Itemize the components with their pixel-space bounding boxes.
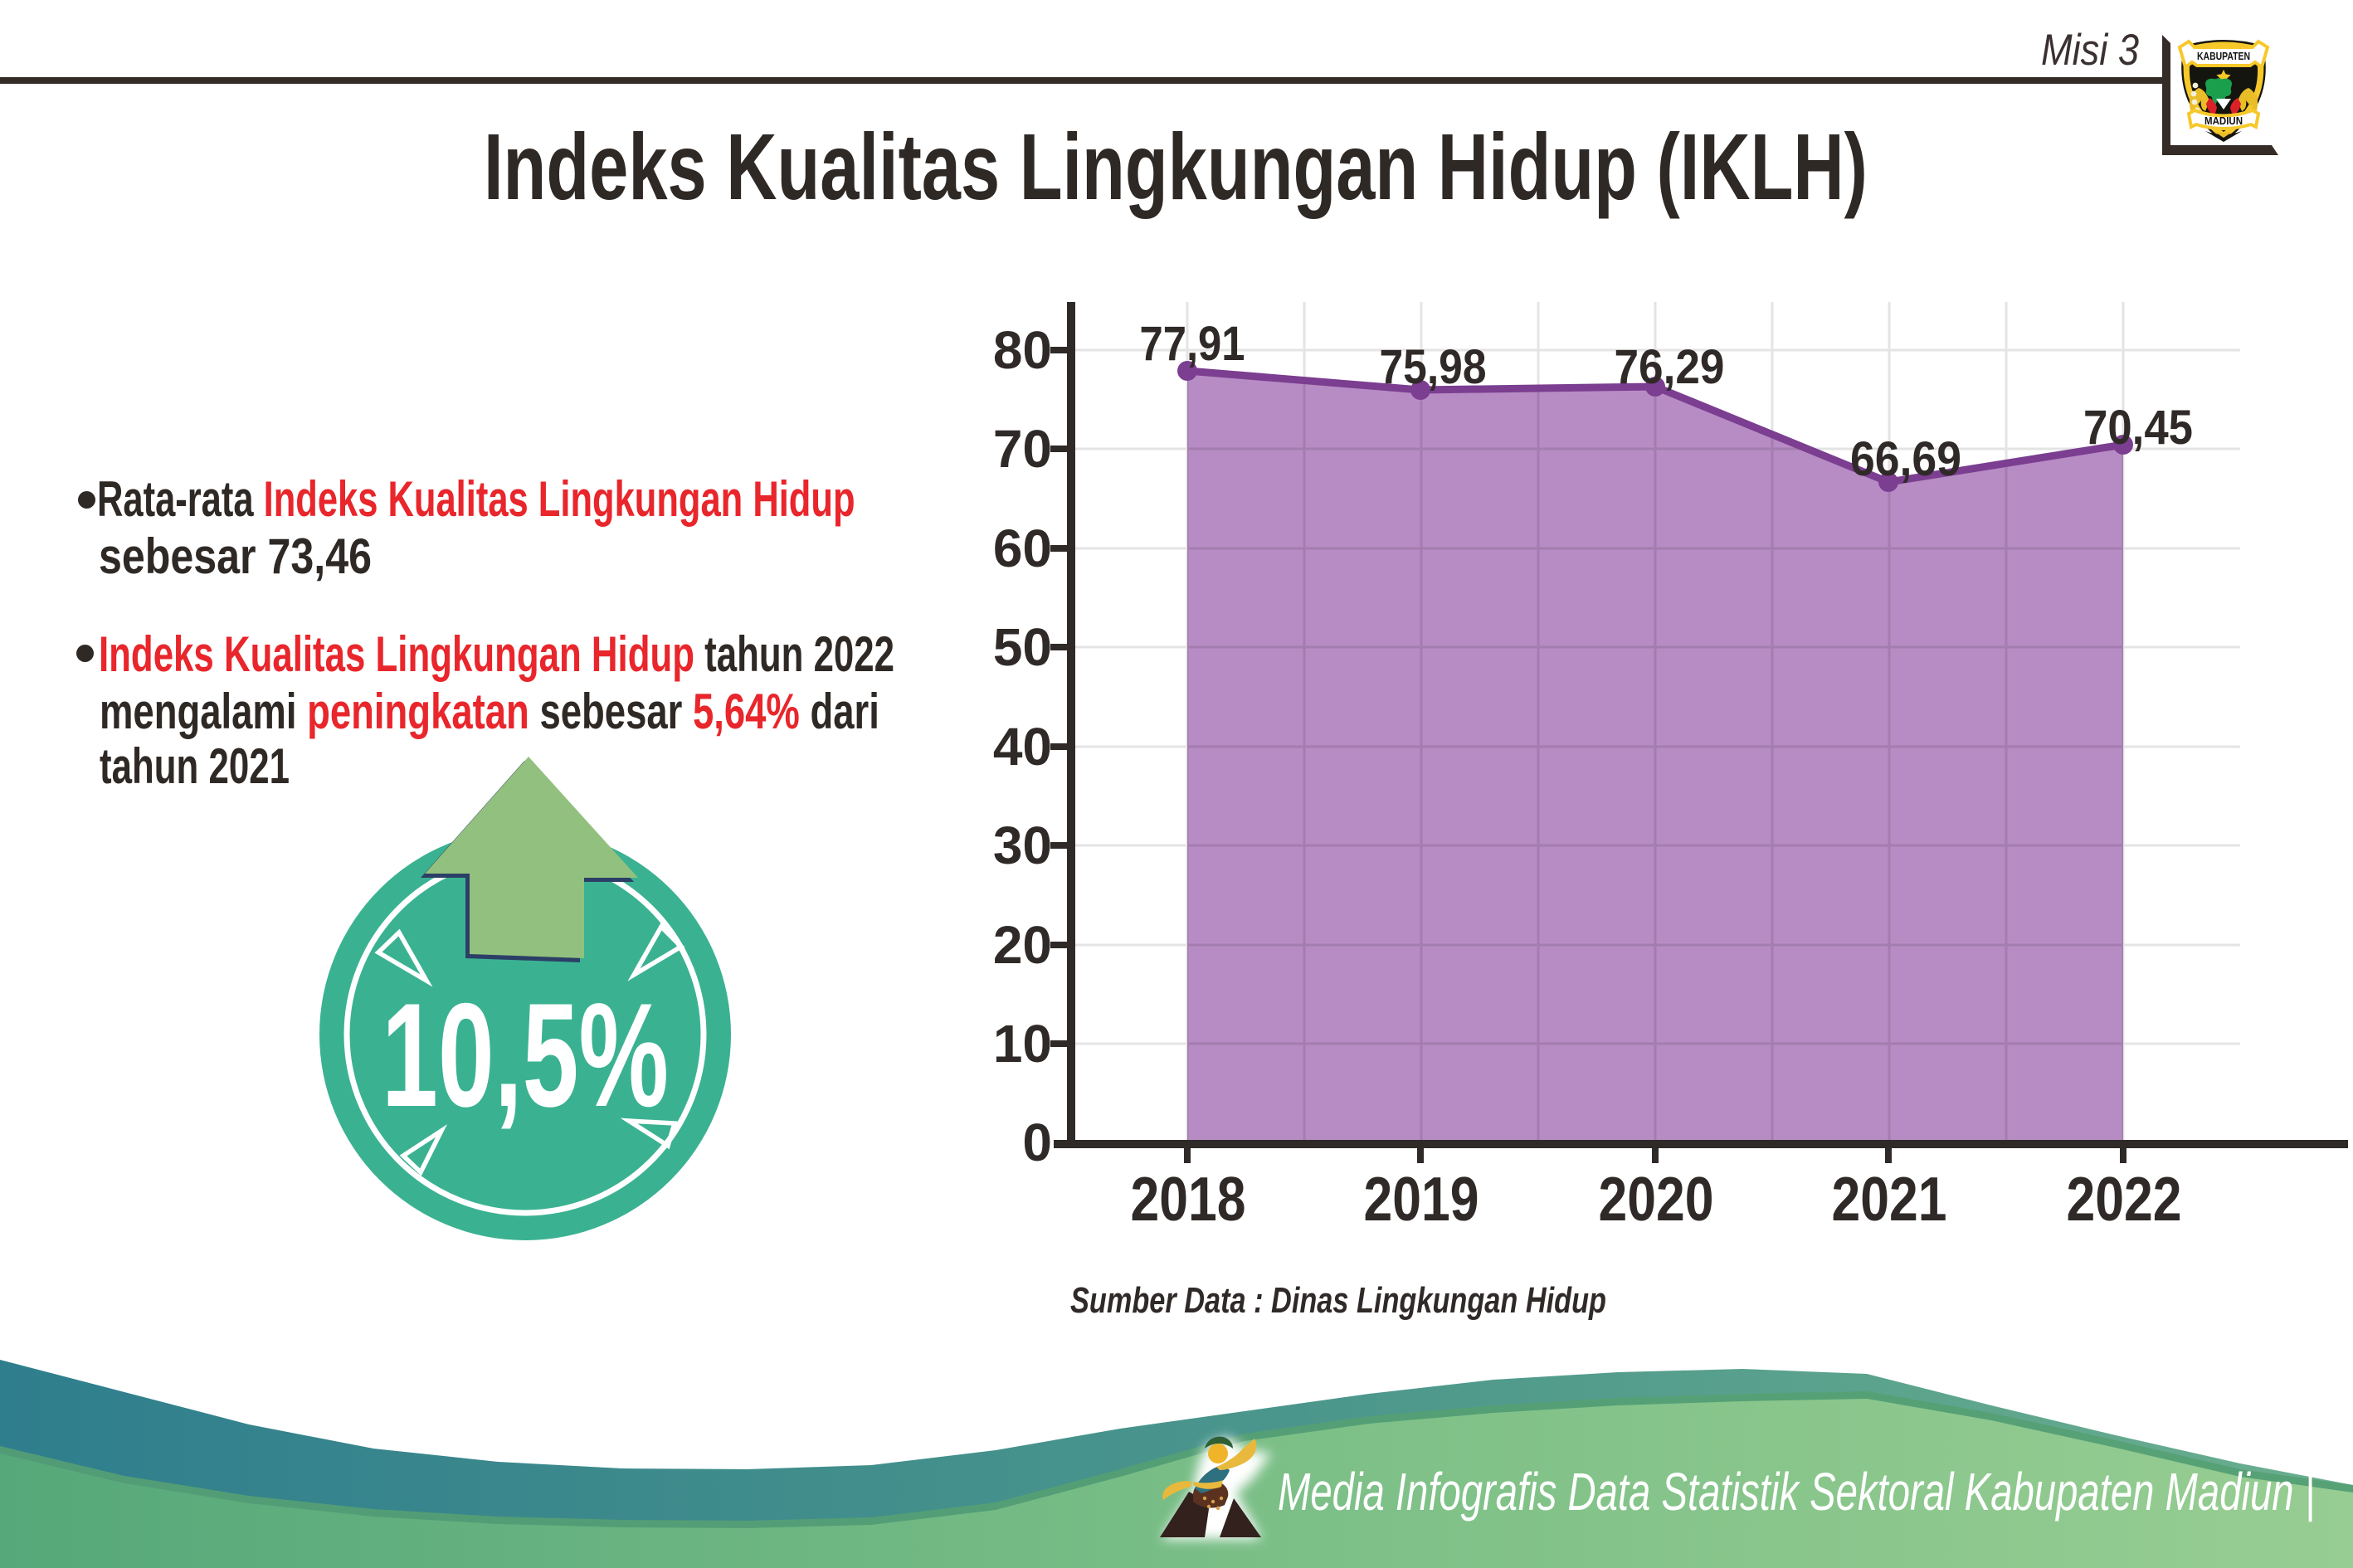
svg-text:80: 80 — [993, 320, 1052, 380]
svg-text:20: 20 — [993, 915, 1052, 975]
svg-text:10,5%: 10,5% — [382, 972, 669, 1137]
svg-text:70: 70 — [993, 419, 1052, 479]
svg-text:0: 0 — [1022, 1113, 1052, 1172]
svg-text:2018: 2018 — [1131, 1164, 1246, 1234]
svg-text:2019: 2019 — [1364, 1164, 1479, 1234]
svg-text:2020: 2020 — [1599, 1164, 1714, 1234]
svg-text:60: 60 — [993, 519, 1052, 578]
svg-text:70,45: 70,45 — [2083, 401, 2193, 455]
svg-text:66,69: 66,69 — [1850, 432, 1961, 486]
svg-text:KABUPATEN: KABUPATEN — [2197, 50, 2250, 62]
svg-text:76,29: 76,29 — [1615, 340, 1725, 394]
svg-text:10: 10 — [993, 1014, 1052, 1074]
svg-text:77,91: 77,91 — [1140, 317, 1245, 371]
svg-text:50: 50 — [993, 617, 1052, 677]
svg-text:2021: 2021 — [1832, 1164, 1947, 1234]
svg-text:Sumber Data : Dinas Lingkungan: Sumber Data : Dinas Lingkungan Hidup — [1070, 1280, 1606, 1321]
svg-text:30: 30 — [993, 816, 1052, 875]
svg-text:75,98: 75,98 — [1380, 340, 1487, 394]
svg-text:40: 40 — [993, 717, 1052, 777]
svg-text:2022: 2022 — [2067, 1164, 2182, 1234]
svg-text:Media Infografis Data Statisti: Media Infografis Data Statistik Sektoral… — [1278, 1462, 2315, 1522]
svg-text:MADIUN: MADIUN — [2204, 114, 2243, 127]
